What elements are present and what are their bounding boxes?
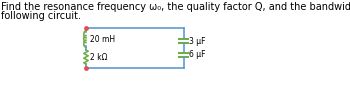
- Text: following circuit.: following circuit.: [1, 11, 81, 21]
- Text: 6 μF: 6 μF: [189, 50, 206, 59]
- Text: 2 kΩ: 2 kΩ: [90, 52, 107, 61]
- Text: 20 mH: 20 mH: [90, 34, 115, 43]
- Text: Find the resonance frequency ω₀, the quality factor Q, and the bandwidth B of th: Find the resonance frequency ω₀, the qua…: [1, 2, 350, 12]
- Text: 3 μF: 3 μF: [189, 37, 206, 46]
